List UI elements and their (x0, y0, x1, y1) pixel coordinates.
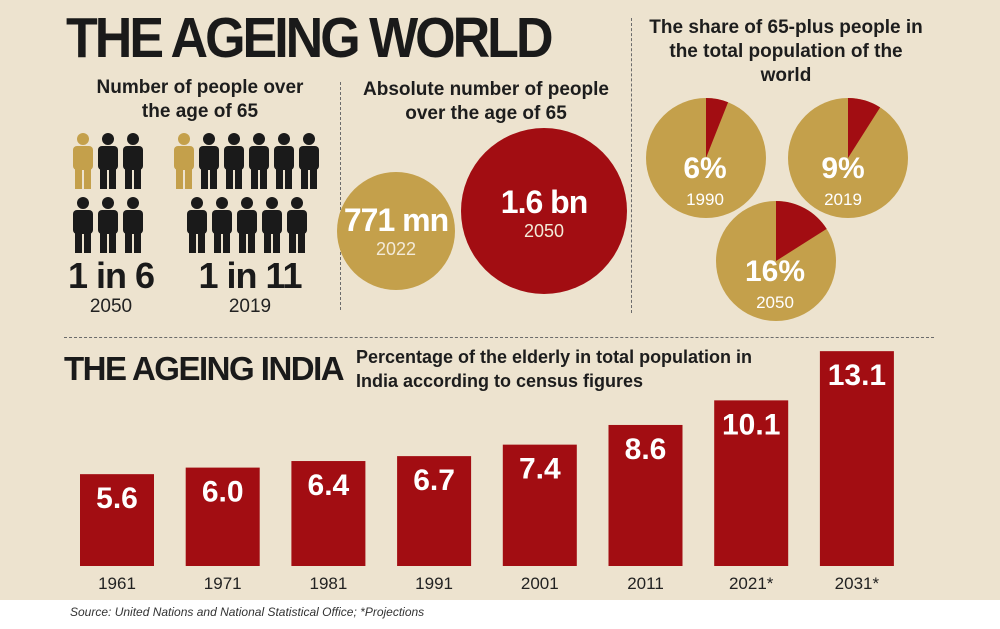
bar-2031* (819, 351, 894, 566)
x-tick-label: 2021* (729, 574, 774, 593)
people-icons (73, 133, 319, 253)
bar-value-label: 5.6 (96, 482, 138, 515)
person-icon (98, 197, 118, 253)
bar-1991 (397, 456, 472, 566)
pie-label-1990: 6% (683, 152, 727, 185)
person-icon (237, 197, 257, 253)
divider-left (340, 82, 341, 310)
circle-2022: 771 mn 2022 (337, 172, 455, 290)
circle-year-2022: 2022 (375, 239, 417, 259)
person-icon (187, 197, 207, 253)
circle-year-2050: 2050 (523, 221, 565, 241)
pie-slice-1990 (706, 98, 729, 158)
divider-horizontal (64, 337, 934, 338)
person-highlight-icon (73, 133, 93, 189)
people-panel-heading: Number of people over the age of 65 (96, 77, 304, 122)
absolute-panel-heading: Absolute number of people over the age o… (363, 79, 609, 124)
pie-year-1990: 1990 (686, 190, 724, 209)
person-icon (299, 133, 319, 189)
circle-value-2050: 1.6 bn (500, 184, 588, 220)
india-chart-heading: Percentage of the elderly in total popul… (356, 347, 753, 391)
bar-2021* (714, 400, 789, 566)
india-bar-chart: 5.6 1961 6.0 1971 6.4 1981 6.7 1991 7.4 2001 8.6 20… (80, 351, 894, 593)
x-tick-label: 1971 (204, 574, 242, 593)
bar-value-label: 10.1 (722, 408, 780, 441)
person-highlight-icon (174, 133, 194, 189)
person-icon (287, 197, 307, 253)
x-tick-label: 2031* (835, 574, 880, 593)
x-tick-label: 2011 (627, 574, 664, 593)
bar-value-label: 6.0 (202, 476, 244, 509)
person-icon (123, 133, 143, 189)
bar-value-label: 6.4 (308, 469, 350, 502)
bar-value-label: 13.1 (828, 359, 886, 392)
bar-value-label: 6.7 (413, 464, 455, 497)
person-icon (224, 133, 244, 189)
divider-right (631, 18, 632, 313)
ratio-year-2019: 2019 (228, 296, 272, 317)
person-icon (262, 197, 282, 253)
person-icon (212, 197, 232, 253)
person-icon (73, 197, 93, 253)
pie-label-2050: 16% (744, 255, 806, 288)
person-icon (98, 133, 118, 189)
page-title: THE AGEING WORLD (66, 7, 553, 70)
x-tick-label: 1961 (98, 574, 136, 593)
india-title: THE AGEING INDIA (64, 350, 345, 387)
x-tick-label: 1981 (309, 574, 347, 593)
person-icon (249, 133, 269, 189)
ratio-2050: 1 in 6 (67, 255, 155, 296)
person-icon (274, 133, 294, 189)
pie-label-2019: 9% (821, 152, 865, 185)
pie-slice-2050 (776, 201, 827, 261)
share-pies (646, 98, 908, 321)
bar-value-label: 7.4 (519, 453, 561, 486)
x-tick-label: 1991 (415, 574, 453, 593)
circle-value-2022: 771 mn (343, 202, 449, 238)
ratio-year-2050: 2050 (89, 296, 133, 317)
share-panel-heading: The share of 65-plus people in the total… (649, 17, 923, 86)
pie-year-2050: 2050 (756, 293, 794, 312)
bar-2001 (502, 444, 577, 566)
pie-year-2019: 2019 (824, 190, 862, 209)
person-icon (123, 197, 143, 253)
circle-2050: 1.6 bn 2050 (461, 128, 627, 294)
person-icon (199, 133, 219, 189)
bar-value-label: 8.6 (625, 433, 667, 466)
bar-1961 (80, 474, 154, 566)
source-note: Source: United Nations and National Stat… (70, 605, 425, 619)
infographic-panel: THE AGEING WORLD Number of people over t… (0, 0, 1000, 600)
pie-slice-2019 (848, 98, 881, 158)
bar-2011 (608, 424, 683, 566)
x-tick-label: 2001 (521, 574, 559, 593)
bar-1981 (291, 461, 366, 566)
ratio-2019: 1 in 11 (198, 255, 302, 296)
bar-1971 (185, 467, 260, 566)
